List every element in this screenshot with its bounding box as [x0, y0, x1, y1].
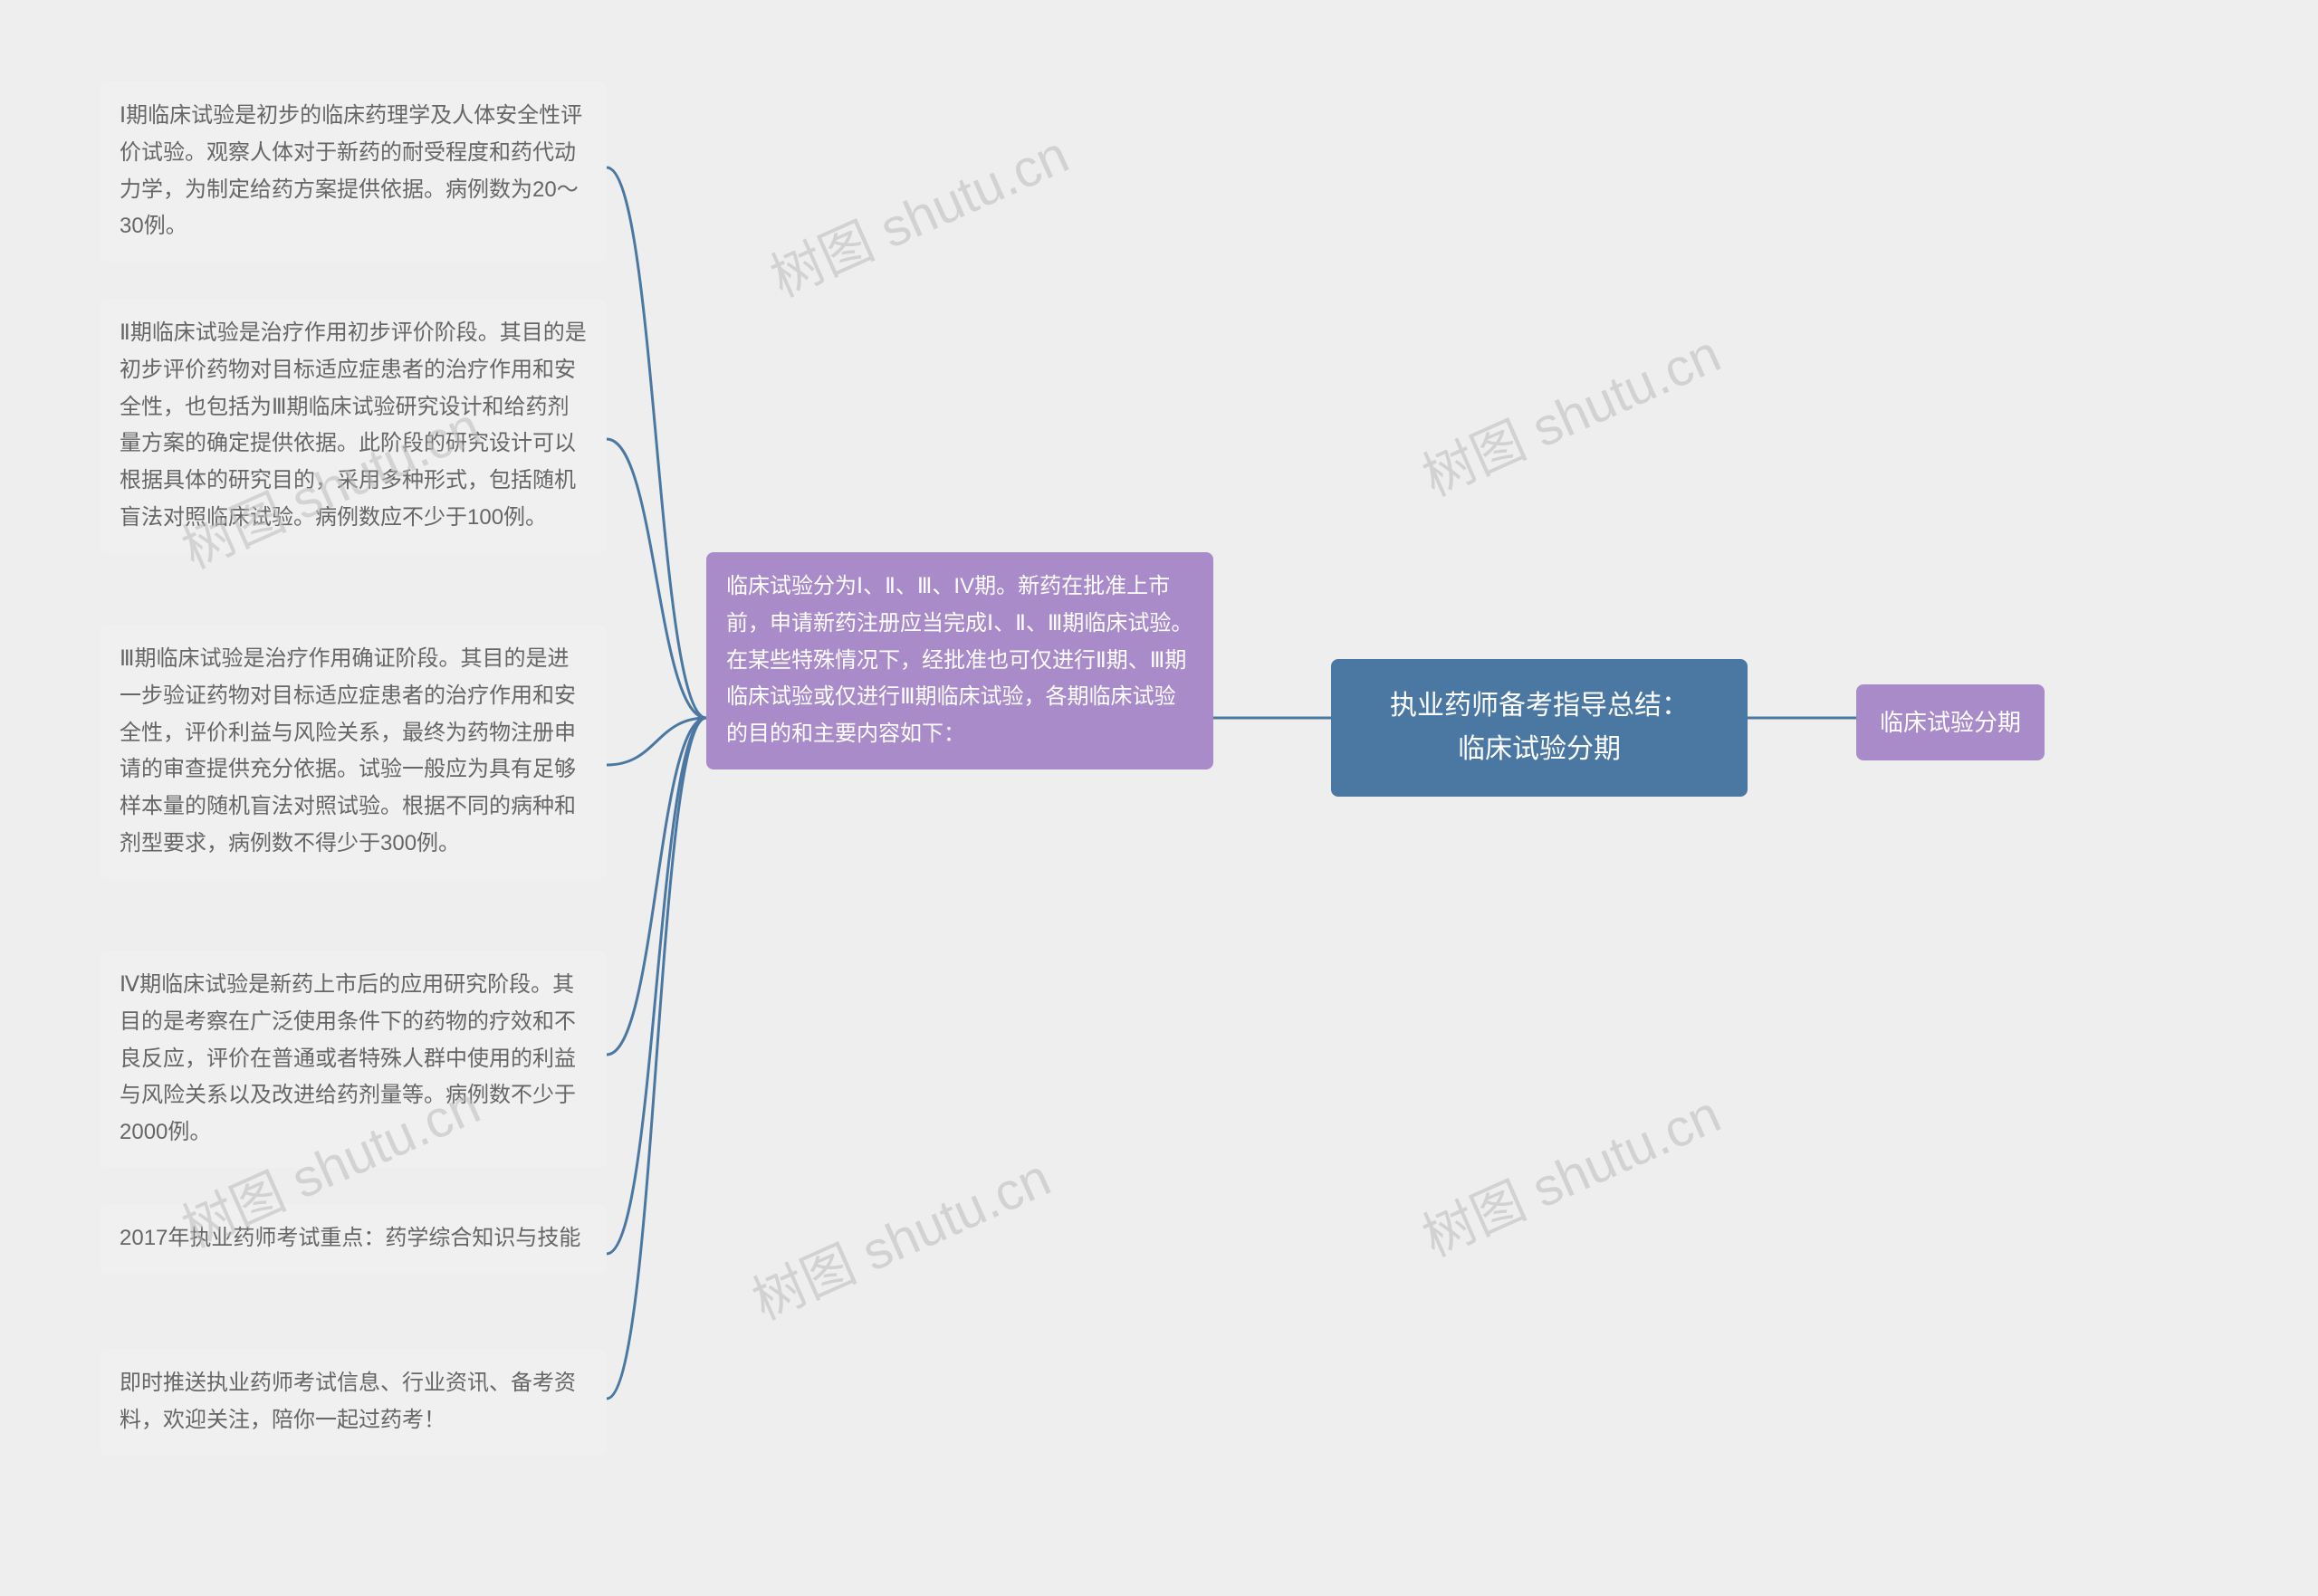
root-line1: 执业药师备考指导总结：	[1390, 691, 1689, 721]
intro-text: 临床试验分为Ⅰ、Ⅱ、Ⅲ、IV期。新药在批准上市前，申请新药注册应当完成Ⅰ、Ⅱ、Ⅲ…	[726, 574, 1193, 746]
right-branch-node: 临床试验分期	[1856, 684, 2045, 760]
right-branch-label: 临床试验分期	[1880, 709, 2021, 736]
intro-node: 临床试验分为Ⅰ、Ⅱ、Ⅲ、IV期。新药在批准上市前，申请新药注册应当完成Ⅰ、Ⅱ、Ⅲ…	[706, 552, 1213, 769]
root-line2: 临床试验分期	[1458, 734, 1621, 764]
connector-path	[607, 439, 706, 718]
leaf-text: Ⅲ期临床试验是治疗作用确证阶段。其目的是进一步验证药物对目标适应症患者的治疗作用…	[120, 646, 576, 855]
leaf-text: 2017年执业药师考试重点：药学综合知识与技能	[120, 1226, 580, 1250]
watermark: 树图 shutu.cn	[757, 112, 1078, 311]
connector-path	[607, 718, 706, 1254]
connector-path	[607, 718, 706, 1055]
watermark: 树图 shutu.cn	[1409, 311, 1730, 511]
leaf-node-exam2017: 2017年执业药师考试重点：药学综合知识与技能	[100, 1204, 607, 1274]
leaf-node-phase2: Ⅱ期临床试验是治疗作用初步评价阶段。其目的是初步评价药物对目标适应症患者的治疗作…	[100, 299, 607, 553]
root-node: 执业药师备考指导总结： 临床试验分期	[1331, 659, 1748, 797]
leaf-text: 即时推送执业药师考试信息、行业资讯、备考资料，欢迎关注，陪你一起过药考！	[120, 1371, 576, 1432]
leaf-node-follow: 即时推送执业药师考试信息、行业资讯、备考资料，欢迎关注，陪你一起过药考！	[100, 1349, 607, 1456]
connector-path	[607, 718, 706, 765]
watermark: 树图 shutu.cn	[739, 1135, 1060, 1334]
connector-path	[607, 718, 706, 1399]
leaf-text: Ⅳ期临床试验是新药上市后的应用研究阶段。其目的是考察在广泛使用条件下的药物的疗效…	[120, 972, 576, 1144]
leaf-text: Ⅰ期临床试验是初步的临床药理学及人体安全性评价试验。观察人体对于新药的耐受程度和…	[120, 103, 582, 238]
leaf-node-phase3: Ⅲ期临床试验是治疗作用确证阶段。其目的是进一步验证药物对目标适应症患者的治疗作用…	[100, 625, 607, 879]
leaf-node-phase4: Ⅳ期临床试验是新药上市后的应用研究阶段。其目的是考察在广泛使用条件下的药物的疗效…	[100, 951, 607, 1168]
leaf-node-phase1: Ⅰ期临床试验是初步的临床药理学及人体安全性评价试验。观察人体对于新药的耐受程度和…	[100, 81, 607, 262]
connector-path	[607, 167, 706, 718]
leaf-text: Ⅱ期临床试验是治疗作用初步评价阶段。其目的是初步评价药物对目标适应症患者的治疗作…	[120, 320, 587, 530]
watermark: 树图 shutu.cn	[1409, 1072, 1730, 1271]
